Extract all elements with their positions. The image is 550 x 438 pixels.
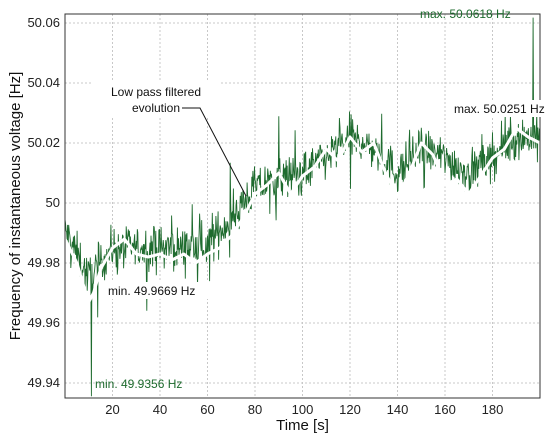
x-tick-label: 140 [387, 402, 409, 417]
filtered-frequency-line [63, 126, 542, 304]
raw-frequency-line [64, 17, 541, 397]
annotations: max. 50.0618 Hz min. 49.9356 Hz max. 50.… [91, 7, 545, 391]
grid [65, 14, 540, 398]
x-tick-label: 60 [200, 402, 214, 417]
filtered-max-annotation: max. 50.0251 Hz [454, 102, 545, 116]
x-axis-label: Time [s] [276, 417, 329, 434]
y-tick-label: 50.04 [27, 75, 60, 90]
plot-frame [64, 13, 541, 399]
y-tick-label: 49.96 [27, 315, 60, 330]
y-tick-label: 50.06 [27, 15, 60, 30]
raw-frequency-series [64, 17, 541, 397]
raw-min-annotation: min. 49.9356 Hz [95, 377, 182, 391]
x-tick-label: 160 [434, 402, 456, 417]
y-tick-label: 49.94 [27, 375, 60, 390]
x-axis-ticks: 20 40 60 80 100 120 140 160 180 [105, 402, 503, 417]
y-tick-label: 50 [46, 195, 60, 210]
x-tick-label: 40 [153, 402, 167, 417]
filtered-label-leader-line [182, 107, 247, 197]
x-tick-label: 80 [248, 402, 262, 417]
x-tick-label: 20 [105, 402, 119, 417]
y-axis-label: Frequency of instantaneous voltage [Hz] [7, 72, 24, 341]
y-axis-ticks: 49.94 49.96 49.98 50 50.02 50.04 50.06 [27, 15, 60, 390]
y-tick-label: 49.98 [27, 255, 60, 270]
raw-max-annotation: max. 50.0618 Hz [420, 7, 511, 21]
filtered-max-annotation-box [449, 100, 541, 117]
x-tick-label: 180 [482, 402, 504, 417]
filtered-label-line2: evolution [132, 101, 180, 115]
filtered-min-annotation: min. 49.9669 Hz [108, 284, 195, 298]
x-tick-label: 100 [292, 402, 314, 417]
filtered-label-box [91, 82, 221, 118]
filtered-label-line1: Low pass filtered [111, 85, 201, 99]
x-tick-label: 120 [339, 402, 361, 417]
y-tick-label: 50.02 [27, 135, 60, 150]
filtered-frequency-series [63, 126, 542, 304]
filtered-min-annotation-box [103, 282, 217, 299]
